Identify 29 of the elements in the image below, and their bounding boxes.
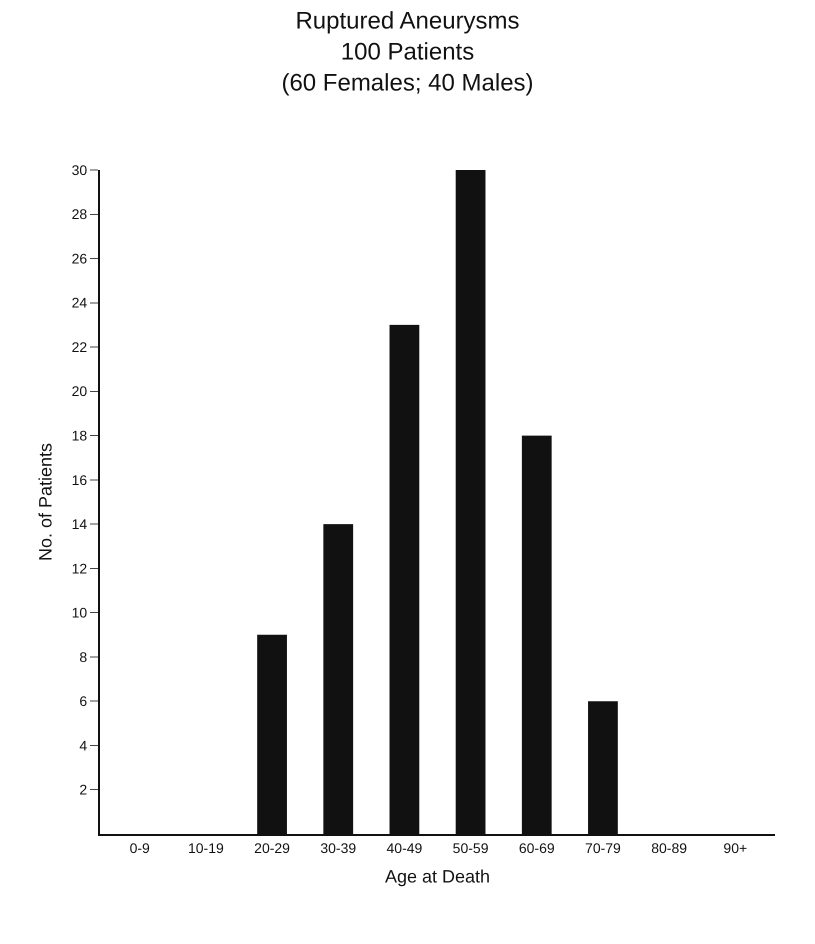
y-tick-label: 22 — [72, 338, 88, 355]
y-tick-label: 10 — [72, 604, 88, 621]
chart-subtitle: 100 Patients (60 Females; 40 Males) — [281, 38, 534, 97]
y-tick-label: 4 — [79, 737, 88, 754]
y-tick-label: 8 — [79, 648, 88, 665]
y-tick-label: 12 — [72, 560, 88, 576]
y-tick-label: 14 — [72, 516, 88, 532]
chart-title: Ruptured Aneurysms — [295, 7, 520, 34]
y-axis-title: No. of Patients — [35, 442, 56, 562]
y-tick-label: 16 — [72, 472, 88, 488]
x-tick-label: 0-9 — [130, 840, 150, 856]
y-tick-label: 6 — [79, 693, 88, 710]
y-tick-label: 30 — [72, 162, 88, 178]
y-tick-label: 18 — [72, 428, 88, 444]
x-tick-label: 30-39 — [320, 840, 356, 856]
y-tick-label: 28 — [72, 206, 88, 222]
x-tick-label: 20-29 — [254, 840, 290, 856]
x-tick-label: 10-19 — [188, 840, 224, 856]
x-tick-label: 40-49 — [386, 840, 423, 856]
x-tick-label: 60-69 — [518, 840, 555, 856]
y-tick-label: 2 — [79, 782, 88, 798]
x-tick-label: 70-79 — [585, 840, 622, 856]
x-axis-title: Age at Death — [384, 866, 490, 886]
y-tick-label: 26 — [72, 250, 88, 266]
x-tick-label: 50-59 — [452, 840, 489, 856]
x-tick-label: 80-89 — [651, 840, 688, 856]
y-tick-label: 20 — [72, 383, 88, 400]
x-tick-label: 90+ — [723, 840, 748, 856]
y-tick-label: 24 — [72, 294, 88, 311]
